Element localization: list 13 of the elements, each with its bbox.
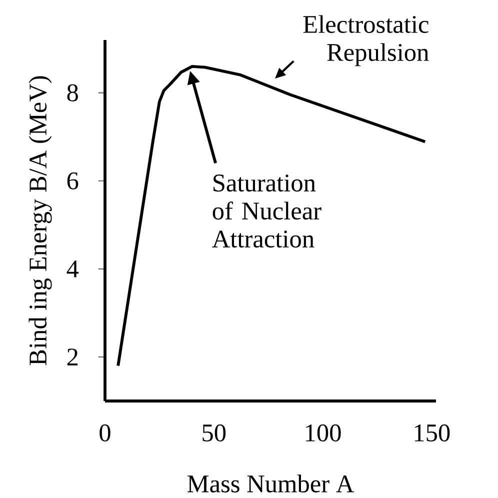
annotation: Saturation of Nuclear Attraction	[212, 174, 322, 248]
line-series	[116, 64, 427, 368]
annotation: Electrostatic Repulsion	[303, 15, 429, 66]
x-tick-label: 150	[414, 424, 450, 442]
x-tick-label: 0	[100, 424, 110, 442]
x-tick-label: 100	[306, 424, 341, 442]
x-tick-label: 50	[202, 424, 226, 442]
y-axis-title: Bind ing Energy B/A (MeV)	[28, 76, 52, 366]
y-tick-label: 4	[66, 260, 79, 278]
y-tick-label: 8	[67, 84, 78, 102]
y-tick-label: 2	[67, 348, 78, 366]
x-axis-title: Mass Number A	[188, 474, 354, 492]
y-tick-label: 6	[67, 172, 78, 190]
